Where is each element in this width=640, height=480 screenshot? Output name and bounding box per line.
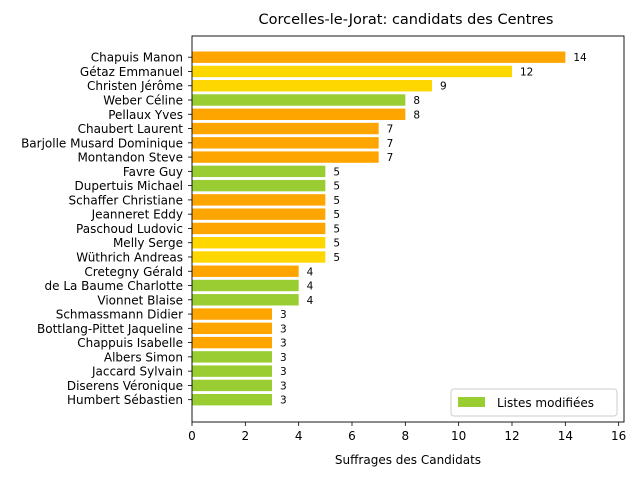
y-tick-label: Schmassmann Didier bbox=[56, 308, 183, 322]
y-tick-label: Melly Serge bbox=[113, 236, 183, 250]
y-tick-label: Weber Céline bbox=[103, 94, 183, 108]
chart-title: Corcelles-le-Jorat: candidats des Centre… bbox=[258, 12, 553, 28]
bar-value-label: 8 bbox=[413, 95, 420, 107]
bar-value-label: 7 bbox=[387, 138, 394, 150]
bar-value-label: 7 bbox=[387, 124, 394, 136]
y-tick-label: Schaffer Christiane bbox=[69, 193, 183, 207]
x-tick-label: 6 bbox=[348, 429, 356, 443]
bar-value-label: 5 bbox=[333, 223, 340, 235]
x-tick-label: 0 bbox=[188, 429, 196, 443]
bar-value-label: 5 bbox=[333, 181, 340, 193]
y-tick-label: Paschoud Ludovic bbox=[76, 222, 183, 236]
bar bbox=[192, 94, 406, 106]
y-tick-label: Diserens Véronique bbox=[67, 379, 183, 393]
bar-value-label: 4 bbox=[307, 295, 314, 307]
y-tick-label: Vionnet Blaise bbox=[97, 293, 183, 307]
y-tick-label: Favre Guy bbox=[123, 165, 183, 179]
x-tick-label: 14 bbox=[558, 429, 573, 443]
bar-value-label: 9 bbox=[440, 81, 447, 93]
y-tick-label: Albers Simon bbox=[104, 350, 183, 364]
x-tick-label: 4 bbox=[295, 429, 303, 443]
bar bbox=[192, 122, 379, 135]
bar-value-label: 5 bbox=[333, 209, 340, 221]
x-tick-label: 2 bbox=[242, 429, 250, 443]
bar bbox=[192, 379, 272, 392]
y-tick-label: Jaccard Sylvain bbox=[91, 365, 183, 379]
x-tick-label: 16 bbox=[611, 429, 626, 443]
y-tick-label: Chappuis Isabelle bbox=[77, 336, 183, 350]
legend-swatch bbox=[458, 397, 485, 407]
bar bbox=[192, 265, 299, 277]
bar bbox=[192, 151, 379, 163]
x-axis-ticks: 0 2 4 6 8 10 12 14 16 bbox=[188, 422, 626, 443]
y-tick-label: Pellaux Yves bbox=[108, 108, 183, 122]
bar bbox=[192, 251, 326, 263]
bar-value-label: 4 bbox=[307, 266, 314, 278]
bar bbox=[192, 65, 512, 78]
bar-value-label: 7 bbox=[387, 152, 394, 164]
x-axis-label: Suffrages des Candidats bbox=[335, 453, 481, 467]
bar-value-label: 5 bbox=[333, 252, 340, 264]
bar-value-label: 5 bbox=[333, 166, 340, 178]
bar bbox=[192, 222, 326, 235]
bar bbox=[192, 108, 406, 120]
y-tick-label: Bottlang-Pittet Jaqueline bbox=[37, 322, 183, 336]
y-tick-label: Montandon Steve bbox=[77, 151, 183, 165]
bar-value-label: 3 bbox=[280, 352, 287, 364]
bar-value-label: 4 bbox=[307, 281, 314, 293]
bar bbox=[192, 80, 432, 92]
y-tick-label: Wüthrich Andreas bbox=[76, 250, 183, 264]
legend-frame bbox=[450, 388, 618, 417]
legend-label: Listes modifiées bbox=[497, 396, 594, 410]
bar bbox=[192, 294, 299, 306]
bar-value-label: 3 bbox=[280, 338, 287, 350]
bar bbox=[192, 279, 299, 292]
bar bbox=[192, 137, 379, 149]
y-tick-label: Christen Jérôme bbox=[87, 79, 183, 93]
y-tick-label: de La Baume Charlotte bbox=[45, 279, 184, 293]
x-tick-label: 8 bbox=[402, 429, 410, 443]
bar-value-label: 3 bbox=[280, 395, 287, 407]
bar bbox=[192, 365, 272, 377]
bar bbox=[192, 51, 566, 63]
bar bbox=[192, 308, 272, 320]
bar-value-label: 3 bbox=[280, 366, 287, 378]
legend: Listes modifiées bbox=[450, 388, 618, 417]
bar bbox=[192, 194, 326, 206]
bar-value-label: 5 bbox=[333, 195, 340, 207]
bar bbox=[192, 351, 272, 363]
y-tick-label: Barjolle Musard Dominique bbox=[21, 136, 183, 150]
bar bbox=[192, 393, 272, 406]
bars-group bbox=[192, 51, 566, 406]
bar-value-label: 12 bbox=[520, 66, 533, 78]
y-tick-label: Dupertuis Michael bbox=[75, 179, 183, 193]
y-tick-label: Jeanneret Eddy bbox=[91, 208, 183, 222]
bar bbox=[192, 237, 326, 249]
y-tick-label: Cretegny Gérald bbox=[84, 265, 183, 279]
bar-value-label: 5 bbox=[333, 238, 340, 250]
plot-frame bbox=[191, 35, 625, 423]
bar bbox=[192, 322, 272, 335]
bar-value-label: 3 bbox=[280, 323, 287, 335]
y-tick-label: Chapuis Manon bbox=[91, 51, 183, 65]
bar-value-label: 3 bbox=[280, 380, 287, 392]
y-tick-label: Gétaz Emmanuel bbox=[80, 65, 183, 79]
y-tick-label: Chaubert Laurent bbox=[78, 122, 184, 136]
bar-value-label: 3 bbox=[280, 309, 287, 321]
x-tick-label: 12 bbox=[504, 429, 519, 443]
x-tick-label: 10 bbox=[451, 429, 466, 443]
bar bbox=[192, 179, 326, 192]
bar bbox=[192, 208, 326, 220]
value-labels-group: 14 12 9 8 8 7 7 7 5 5 5 5 5 5 5 4 4 4 3 3 3 3 3 3 3 bbox=[280, 52, 587, 406]
bar-value-label: 8 bbox=[413, 109, 420, 121]
bar bbox=[192, 336, 272, 349]
bar bbox=[192, 165, 326, 178]
y-tick-label: Humbert Sébastien bbox=[67, 393, 183, 407]
bar-value-label: 14 bbox=[573, 52, 587, 64]
